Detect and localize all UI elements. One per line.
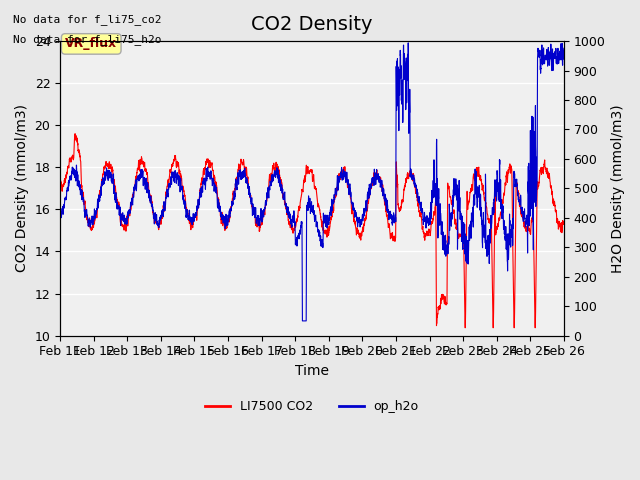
- Legend: LI7500 CO2, op_h2o: LI7500 CO2, op_h2o: [200, 395, 424, 418]
- Title: CO2 Density: CO2 Density: [252, 15, 372, 34]
- Text: No data for f_li75_co2: No data for f_li75_co2: [13, 14, 161, 25]
- Y-axis label: CO2 Density (mmol/m3): CO2 Density (mmol/m3): [15, 104, 29, 272]
- X-axis label: Time: Time: [295, 364, 329, 378]
- Y-axis label: H2O Density (mmol/m3): H2O Density (mmol/m3): [611, 104, 625, 273]
- Text: No data for f_li75_h2o: No data for f_li75_h2o: [13, 34, 161, 45]
- Text: VR_flux: VR_flux: [65, 37, 117, 50]
